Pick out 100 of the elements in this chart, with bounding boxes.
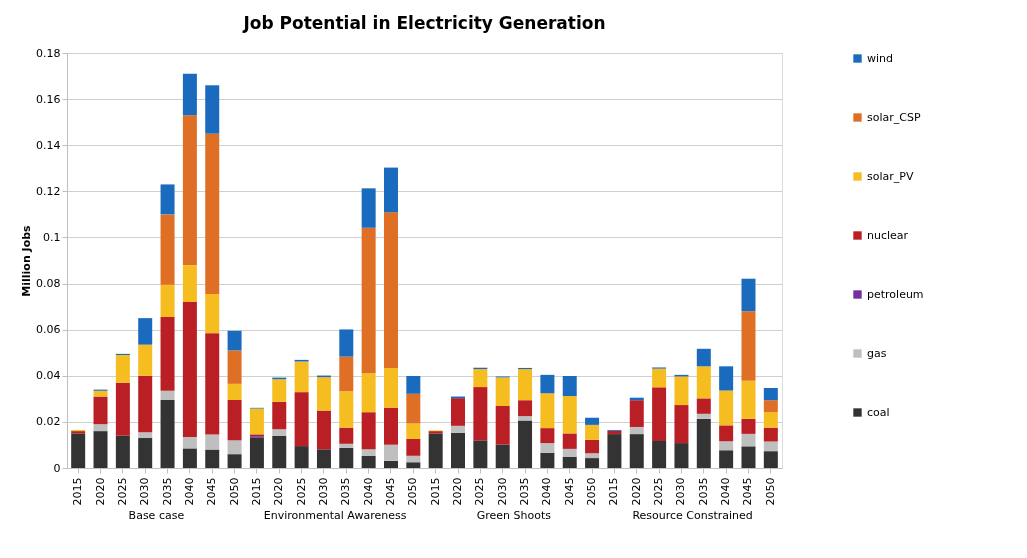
x-tick-label: 2015 xyxy=(428,477,442,506)
y-tick-label: 0.08 xyxy=(36,277,61,291)
bar xyxy=(473,369,488,388)
bar xyxy=(741,311,756,381)
bar xyxy=(585,424,600,440)
bar xyxy=(227,350,242,384)
bar xyxy=(652,387,667,442)
bar xyxy=(316,449,331,468)
text: Green Shoots xyxy=(476,509,552,522)
x-tick-label: 2030 xyxy=(674,477,688,506)
bar xyxy=(696,398,711,414)
bar xyxy=(652,368,667,388)
legend-label: solar_PV xyxy=(867,169,914,183)
x-tick-label: 2045 xyxy=(562,477,576,506)
bar xyxy=(227,454,242,468)
bar xyxy=(585,417,600,425)
bar xyxy=(93,424,108,432)
bar xyxy=(473,440,488,468)
bar xyxy=(674,405,689,444)
x-tick-label: 2050 xyxy=(227,477,241,506)
bar xyxy=(361,412,376,450)
x-tick-label: 2050 xyxy=(585,477,599,506)
bar xyxy=(272,429,287,436)
bar xyxy=(339,427,354,444)
bar xyxy=(763,441,778,452)
bar xyxy=(361,456,376,468)
bar xyxy=(160,184,175,215)
legend-label: gas xyxy=(867,346,887,360)
y-tick-label: 0.1 xyxy=(43,230,61,244)
x-tick-label: 2015 xyxy=(249,477,263,506)
bar xyxy=(674,376,689,406)
bar xyxy=(428,433,443,468)
bar xyxy=(383,167,398,213)
bar xyxy=(272,401,287,430)
bar xyxy=(249,408,264,435)
text: Resource Constrained xyxy=(632,509,753,522)
x-tick-label: 2040 xyxy=(361,477,375,506)
x-tick-label: 2040 xyxy=(719,477,733,506)
legend-label: petroleum xyxy=(867,287,924,301)
x-tick-label: 2050 xyxy=(763,477,777,506)
bar xyxy=(93,431,108,468)
chart-title: Job Potential in Electricity Generation xyxy=(242,13,606,33)
x-tick-label: 2025 xyxy=(294,477,308,506)
legend-label: wind xyxy=(867,51,894,65)
bar xyxy=(562,376,577,397)
bar xyxy=(316,377,331,411)
y-tick-label: 0.06 xyxy=(36,323,61,337)
x-tick-label: 2030 xyxy=(138,477,152,506)
bar xyxy=(763,427,778,442)
bar xyxy=(719,366,734,391)
bar xyxy=(182,448,197,468)
bar xyxy=(562,448,577,457)
bar xyxy=(719,425,734,442)
bar xyxy=(383,407,398,445)
bar xyxy=(629,426,644,435)
bar xyxy=(518,420,533,468)
x-tick-label: 2035 xyxy=(160,477,174,506)
x-tick-label: 2030 xyxy=(316,477,330,506)
bar xyxy=(406,455,421,463)
y-tick-label: 0 xyxy=(53,461,61,475)
bar xyxy=(495,444,510,468)
bar xyxy=(763,412,778,428)
text: Environmental Awareness xyxy=(263,509,407,522)
bar xyxy=(629,400,644,427)
bar xyxy=(182,265,197,302)
bar xyxy=(674,443,689,468)
x-tick-label: 2040 xyxy=(182,477,196,506)
bar xyxy=(182,436,197,449)
bar xyxy=(138,344,153,376)
bar xyxy=(361,449,376,457)
y-tick-label: 0.02 xyxy=(36,415,61,429)
bar xyxy=(741,418,756,434)
bar xyxy=(160,316,175,391)
bar xyxy=(406,376,421,394)
y-axis-title: Million Jobs xyxy=(20,224,34,297)
bar xyxy=(138,318,153,345)
x-tick-label: 2020 xyxy=(629,477,643,506)
bar xyxy=(540,428,555,444)
x-tick-label: 2035 xyxy=(518,477,532,506)
bar xyxy=(316,410,331,450)
bar xyxy=(451,425,466,433)
bar xyxy=(138,438,153,468)
bar xyxy=(406,462,421,468)
text: Base case xyxy=(128,509,185,522)
bar xyxy=(227,383,242,400)
bar xyxy=(339,391,354,428)
x-tick-label: 2045 xyxy=(383,477,397,506)
bar xyxy=(272,379,287,402)
bar xyxy=(518,369,533,401)
bar xyxy=(540,374,555,394)
x-tick-label: 2050 xyxy=(406,477,420,506)
x-tick-label: 2020 xyxy=(451,477,465,506)
bar xyxy=(339,443,354,448)
bar xyxy=(115,355,130,383)
bar xyxy=(160,390,175,400)
bar xyxy=(495,377,510,406)
bar xyxy=(540,393,555,429)
bar xyxy=(294,392,309,447)
bar xyxy=(160,284,175,317)
x-tick-label: 2025 xyxy=(115,477,129,506)
